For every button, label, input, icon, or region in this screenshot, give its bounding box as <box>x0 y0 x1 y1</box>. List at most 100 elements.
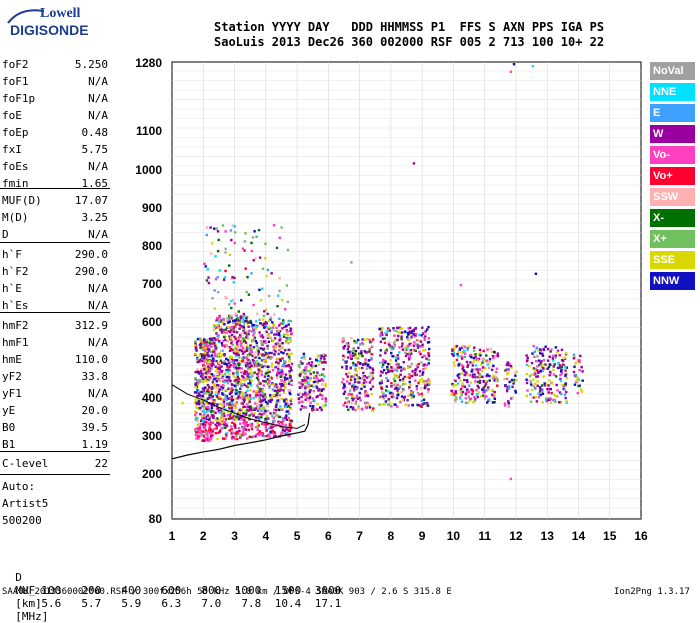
echo-point <box>233 225 236 228</box>
echo-point <box>212 414 215 417</box>
echo-point <box>395 386 398 390</box>
echo-point <box>288 348 291 352</box>
echo-point <box>425 404 428 407</box>
echo-point <box>271 326 275 329</box>
echo-point <box>525 378 528 381</box>
echo-point <box>251 347 254 350</box>
echo-point <box>267 427 271 430</box>
echo-point <box>280 373 283 376</box>
echo-point <box>237 378 241 382</box>
echo-point <box>365 381 368 384</box>
echo-point <box>199 346 202 349</box>
echo-point <box>234 405 237 408</box>
echo-point <box>378 403 381 406</box>
echo-point <box>288 407 292 411</box>
echo-point <box>301 383 304 386</box>
echo-point <box>216 337 220 340</box>
echo-point <box>405 331 408 334</box>
echo-point <box>211 429 214 433</box>
echo-point <box>254 363 258 366</box>
echo-point <box>210 373 214 376</box>
echo-point <box>259 340 263 343</box>
echo-point <box>550 392 553 395</box>
param-name: M(D) <box>2 211 29 224</box>
echo-point <box>554 400 557 404</box>
echo-point <box>221 361 224 364</box>
echo-point <box>257 364 260 367</box>
echo-point <box>265 322 268 325</box>
echo-point <box>237 410 240 414</box>
echo-point <box>250 424 254 428</box>
echo-point <box>420 354 423 357</box>
echo-point <box>313 375 316 378</box>
echo-point <box>222 400 226 403</box>
echo-point <box>371 385 375 388</box>
echo-point <box>547 365 551 369</box>
echo-point <box>264 340 267 343</box>
echo-point <box>559 370 563 373</box>
echo-point <box>218 320 221 324</box>
echo-point <box>279 382 282 386</box>
echo-point <box>424 367 427 370</box>
echo-point <box>453 346 457 349</box>
param-name: yF2 <box>2 370 22 383</box>
echo-point <box>307 393 310 396</box>
echo-point <box>232 325 236 329</box>
echo-point <box>565 390 568 394</box>
echo-point <box>553 399 556 402</box>
echo-point <box>256 312 259 316</box>
echo-point <box>250 379 253 383</box>
echo-point <box>257 362 260 366</box>
echo-point <box>380 328 383 332</box>
echo-point <box>218 369 221 373</box>
echo-point <box>251 236 255 239</box>
echo-point <box>213 378 216 381</box>
echo-point <box>217 431 220 435</box>
param-name: fxI <box>2 143 22 156</box>
echo-point <box>224 269 227 273</box>
echo-point <box>557 400 561 404</box>
echo-point <box>208 375 211 379</box>
echo-point <box>195 416 198 420</box>
echo-point <box>256 428 259 431</box>
echo-point <box>234 385 237 389</box>
echo-point <box>288 360 291 363</box>
echo-point <box>342 339 345 343</box>
param-name: B0 <box>2 421 16 434</box>
echo-point <box>285 284 289 287</box>
echo-point <box>467 391 471 394</box>
echo-point <box>284 423 287 427</box>
echo-point <box>209 338 212 342</box>
echo-point <box>351 398 355 402</box>
echo-point <box>200 418 204 421</box>
echo-point <box>253 331 256 335</box>
echo-point <box>276 414 279 417</box>
echo-point <box>195 382 198 385</box>
echo-point <box>399 400 402 404</box>
echo-point <box>257 433 261 437</box>
echo-point <box>368 350 371 353</box>
echo-point <box>232 375 236 378</box>
echo-point <box>454 396 458 399</box>
echo-point <box>274 415 277 418</box>
echo-point <box>198 359 201 362</box>
echo-point <box>324 354 327 357</box>
echo-point <box>232 417 235 421</box>
echo-point <box>412 329 415 333</box>
echo-point <box>343 360 347 363</box>
echo-point <box>237 369 240 372</box>
echo-point <box>460 387 463 391</box>
echo-point <box>231 398 234 402</box>
echo-point <box>205 398 208 401</box>
echo-point <box>307 370 311 373</box>
echo-point <box>476 395 479 399</box>
echo-point <box>279 322 283 325</box>
echo-point <box>233 371 237 375</box>
echo-point <box>252 303 255 307</box>
echo-point <box>202 397 205 400</box>
echo-point <box>214 391 218 394</box>
echo-point <box>408 356 412 359</box>
echo-point <box>316 377 319 380</box>
echo-point <box>552 359 555 362</box>
echo-point <box>237 380 240 383</box>
